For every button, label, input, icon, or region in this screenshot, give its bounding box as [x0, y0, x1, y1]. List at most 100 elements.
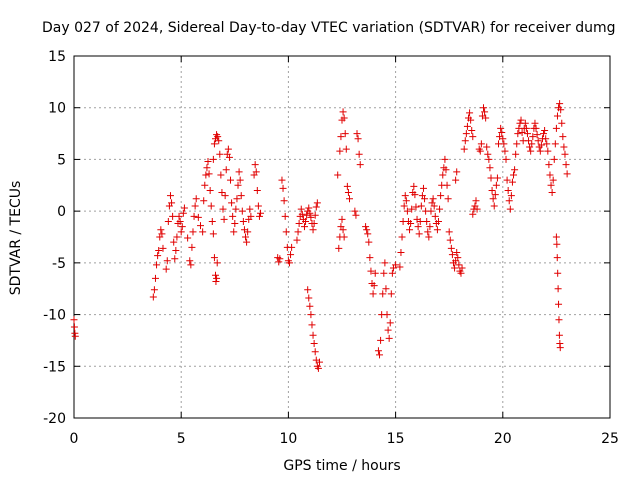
data-point [400, 202, 408, 210]
data-point [239, 217, 247, 225]
data-point [397, 249, 405, 257]
data-point [307, 311, 315, 319]
data-point [553, 112, 561, 120]
data-point [499, 135, 507, 143]
data-point [429, 195, 437, 203]
x-axis-label: GPS time / hours [283, 458, 400, 474]
data-point [295, 220, 303, 228]
data-point [407, 220, 415, 228]
data-point [220, 215, 228, 223]
data-point [352, 211, 360, 219]
data-point [540, 130, 548, 138]
data-point [344, 189, 352, 197]
data-point [70, 323, 78, 331]
data-point [522, 124, 530, 132]
data-point [553, 240, 561, 248]
data-point [453, 168, 461, 176]
data-point [355, 150, 363, 158]
data-point [300, 223, 308, 231]
data-point [155, 246, 163, 254]
y-tick-label: 5 [57, 152, 66, 168]
data-point [466, 109, 474, 117]
x-tick-label: 20 [494, 431, 512, 447]
data-point [254, 202, 262, 210]
data-point [385, 334, 393, 342]
data-point [467, 116, 475, 124]
data-point [188, 243, 196, 251]
data-point [476, 147, 484, 155]
data-point [209, 230, 217, 238]
data-point [157, 226, 165, 234]
data-point [517, 116, 525, 124]
data-point [451, 264, 459, 272]
data-point [229, 212, 237, 220]
data-point [421, 195, 429, 203]
data-point [217, 171, 225, 179]
data-point [209, 155, 217, 163]
data-point [215, 137, 223, 145]
data-point [242, 233, 250, 241]
data-point [190, 212, 198, 220]
data-point [170, 238, 178, 246]
data-point [227, 176, 235, 184]
data-point [70, 316, 78, 324]
data-point [312, 203, 320, 211]
data-point [71, 332, 79, 340]
data-point [159, 244, 167, 252]
data-point [437, 192, 445, 200]
data-point [150, 286, 158, 294]
data-point [392, 261, 400, 269]
data-point [487, 174, 495, 182]
data-point [484, 150, 492, 158]
data-point [505, 197, 513, 205]
data-point [338, 215, 346, 223]
data-point [553, 254, 561, 262]
data-point [430, 202, 438, 210]
data-point [228, 199, 236, 207]
data-point [434, 217, 442, 225]
plot-frame [73, 55, 611, 419]
data-point [549, 176, 557, 184]
data-point [455, 261, 463, 269]
data-point [403, 207, 411, 215]
data-point [415, 230, 423, 238]
data-point [521, 119, 529, 127]
data-point [547, 181, 555, 189]
data-point [482, 114, 490, 122]
y-tick-label: -5 [52, 256, 66, 272]
data-point [189, 228, 197, 236]
data-point [427, 207, 435, 215]
data-point [551, 140, 559, 148]
y-tick-label: 0 [57, 204, 66, 220]
data-point [219, 205, 227, 213]
data-point [212, 277, 220, 285]
data-point [186, 257, 194, 265]
data-point [376, 351, 384, 359]
data-point [288, 243, 296, 251]
data-point [214, 133, 222, 141]
data-point [561, 150, 569, 158]
data-point [486, 164, 494, 172]
data-point [307, 213, 315, 221]
data-point [382, 285, 390, 293]
data-point [204, 157, 212, 165]
data-point [408, 205, 416, 213]
data-point [402, 197, 410, 205]
data-point [446, 236, 454, 244]
data-point [310, 340, 318, 348]
data-point [154, 252, 162, 260]
data-point [172, 246, 180, 254]
data-point [546, 171, 554, 179]
data-point [335, 244, 343, 252]
data-point [334, 171, 342, 179]
data-point [158, 230, 166, 238]
data-point [462, 130, 470, 138]
data-point [554, 269, 562, 277]
data-point [453, 249, 461, 257]
data-point [383, 311, 391, 319]
data-point [431, 212, 439, 220]
data-point [340, 114, 348, 122]
data-point [293, 236, 301, 244]
grid-lines [74, 56, 610, 418]
data-point [419, 184, 427, 192]
